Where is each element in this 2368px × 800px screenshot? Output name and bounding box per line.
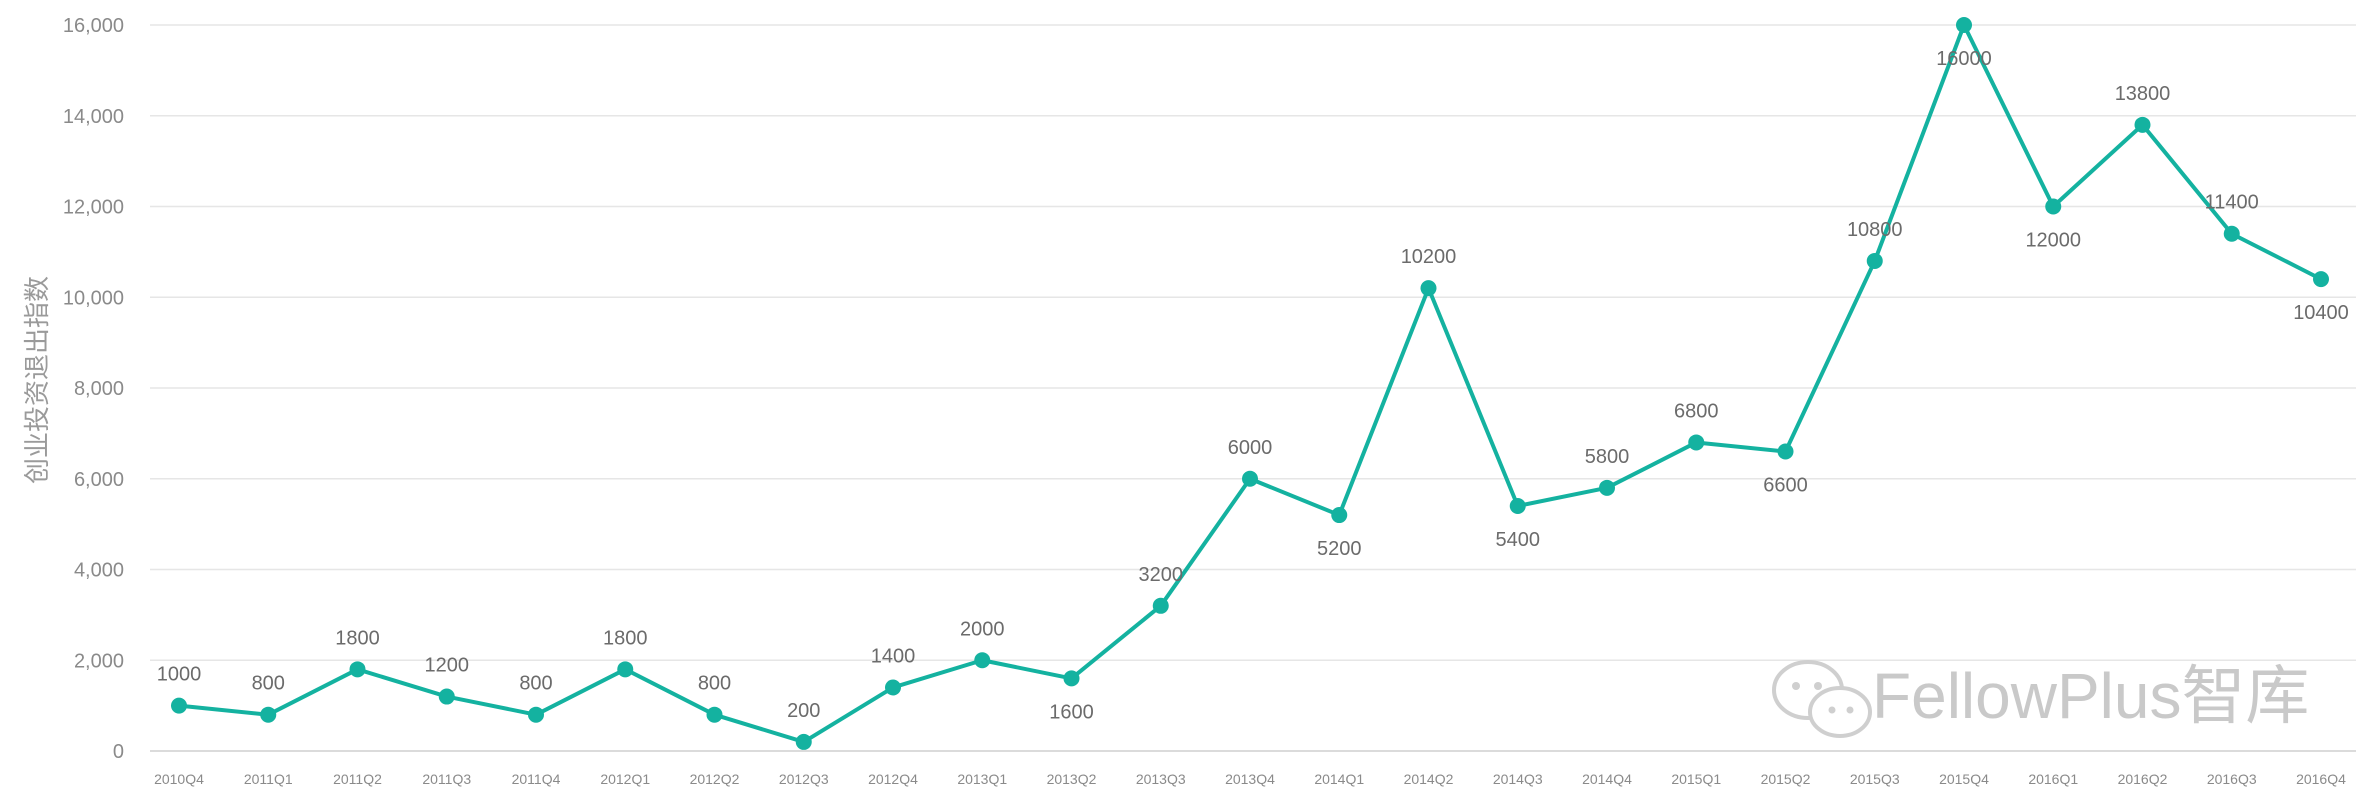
data-point — [1063, 670, 1080, 687]
data-point — [528, 706, 544, 723]
data-point — [795, 733, 812, 750]
data-point — [260, 706, 277, 723]
data-point — [1866, 252, 1883, 269]
data-point — [1956, 17, 1972, 33]
data-label: 11400 — [2205, 192, 2259, 214]
y-axis-label: 创业投资退出指数 — [22, 276, 52, 484]
x-tick-label: 2014Q2 — [1404, 771, 1454, 787]
x-tick-label: 2013Q4 — [1225, 771, 1275, 787]
data-label: 6000 — [1228, 437, 1273, 459]
data-point — [974, 652, 991, 669]
data-point — [2134, 116, 2151, 133]
data-label: 16000 — [1936, 48, 1992, 70]
data-label: 10200 — [1401, 246, 1457, 268]
data-point — [617, 661, 634, 678]
data-labels: 1000 800 1800 1200 800 1800 800 200 1400 2000 1600… — [157, 48, 2349, 723]
data-point — [2045, 198, 2062, 215]
y-tick-label: 0 — [113, 741, 124, 763]
data-label: 5800 — [1585, 446, 1630, 468]
data-label: 200 — [787, 700, 820, 722]
data-point — [1242, 470, 1258, 487]
x-tick-label: 2015Q1 — [1671, 771, 1721, 787]
x-tick-label: 2011Q2 — [333, 771, 382, 787]
y-tick-label: 14,000 — [63, 106, 124, 128]
y-tick-label: 2,000 — [74, 650, 124, 672]
x-tick-label: 2014Q4 — [1582, 771, 1632, 787]
y-tick-label: 16,000 — [63, 15, 124, 37]
data-label: 3200 — [1139, 564, 1184, 586]
y-tick-label: 8,000 — [74, 378, 124, 400]
series-line — [177, 23, 2323, 744]
x-tick-label: 2012Q3 — [779, 771, 829, 787]
data-label: 1000 — [157, 664, 202, 686]
x-tick-label: 2014Q1 — [1314, 771, 1364, 787]
data-point — [1152, 597, 1169, 614]
x-tick-label: 2016Q2 — [2118, 771, 2168, 787]
data-label: 2000 — [960, 618, 1005, 640]
data-point — [1331, 507, 1348, 524]
y-tick-label: 10,000 — [63, 287, 124, 309]
x-tick-label: 2016Q3 — [2207, 771, 2257, 787]
data-label: 6800 — [1674, 400, 1719, 422]
data-label: 10800 — [1847, 219, 1903, 241]
watermark-text: FellowPlus智库 — [1872, 660, 2309, 732]
x-tick-label: 2015Q3 — [1850, 771, 1900, 787]
data-point — [1777, 443, 1794, 460]
x-tick-label: 2012Q2 — [690, 771, 740, 787]
y-tick-label: 4,000 — [74, 560, 124, 582]
data-point — [349, 661, 366, 678]
data-label: 800 — [519, 673, 552, 695]
x-tick-label: 2012Q1 — [600, 771, 650, 787]
data-point — [1420, 280, 1437, 297]
data-label: 5400 — [1496, 529, 1541, 551]
data-point — [706, 706, 723, 723]
data-point — [438, 688, 455, 705]
x-tick-label: 2011Q3 — [422, 771, 471, 787]
x-tick-label: 2012Q4 — [868, 771, 918, 787]
watermark: FellowPlus智库 — [1772, 660, 2309, 738]
data-label: 5200 — [1317, 538, 1362, 560]
data-label: 800 — [252, 673, 285, 695]
data-point — [885, 679, 901, 696]
grid-lines — [150, 24, 2356, 752]
x-tick-label: 2013Q1 — [957, 771, 1007, 787]
data-label: 1600 — [1049, 701, 1094, 723]
data-point — [1509, 497, 1526, 514]
data-label: 1800 — [603, 627, 648, 649]
data-point — [1599, 479, 1615, 496]
y-axis-ticks: 0 2,000 4,000 6,000 8,000 10,000 12,000 14,000 1… — [63, 15, 124, 763]
data-label: 1800 — [335, 627, 380, 649]
x-tick-label: 2016Q4 — [2296, 771, 2346, 787]
x-tick-label: 2013Q2 — [1047, 771, 1097, 787]
x-tick-label: 2010Q4 — [154, 771, 204, 787]
data-point — [171, 697, 187, 714]
data-label: 1200 — [425, 655, 470, 677]
data-label: 6600 — [1763, 475, 1808, 497]
data-label: 10400 — [2293, 302, 2349, 324]
wechat-icon — [1772, 660, 1872, 738]
x-tick-label: 2011Q1 — [244, 771, 293, 787]
data-label: 800 — [698, 673, 731, 695]
x-tick-label: 2013Q3 — [1136, 771, 1186, 787]
data-label: 1400 — [871, 645, 916, 667]
data-points — [171, 17, 2329, 750]
y-tick-label: 12,000 — [63, 197, 124, 219]
x-tick-label: 2016Q1 — [2028, 771, 2078, 787]
data-label: 12000 — [2025, 230, 2081, 252]
data-point — [2223, 225, 2240, 242]
x-tick-label: 2015Q4 — [1939, 771, 1989, 787]
data-point — [2313, 271, 2329, 288]
y-tick-label: 6,000 — [74, 469, 124, 491]
x-tick-label: 2014Q3 — [1493, 771, 1543, 787]
data-label: 13800 — [2115, 83, 2171, 105]
x-tick-label: 2011Q4 — [512, 771, 561, 787]
x-tick-label: 2015Q2 — [1761, 771, 1811, 787]
x-axis-ticks: 2010Q4 2011Q1 2011Q2 2011Q3 2011Q4 2012Q1 2012… — [154, 771, 2346, 787]
data-point — [1688, 434, 1705, 451]
